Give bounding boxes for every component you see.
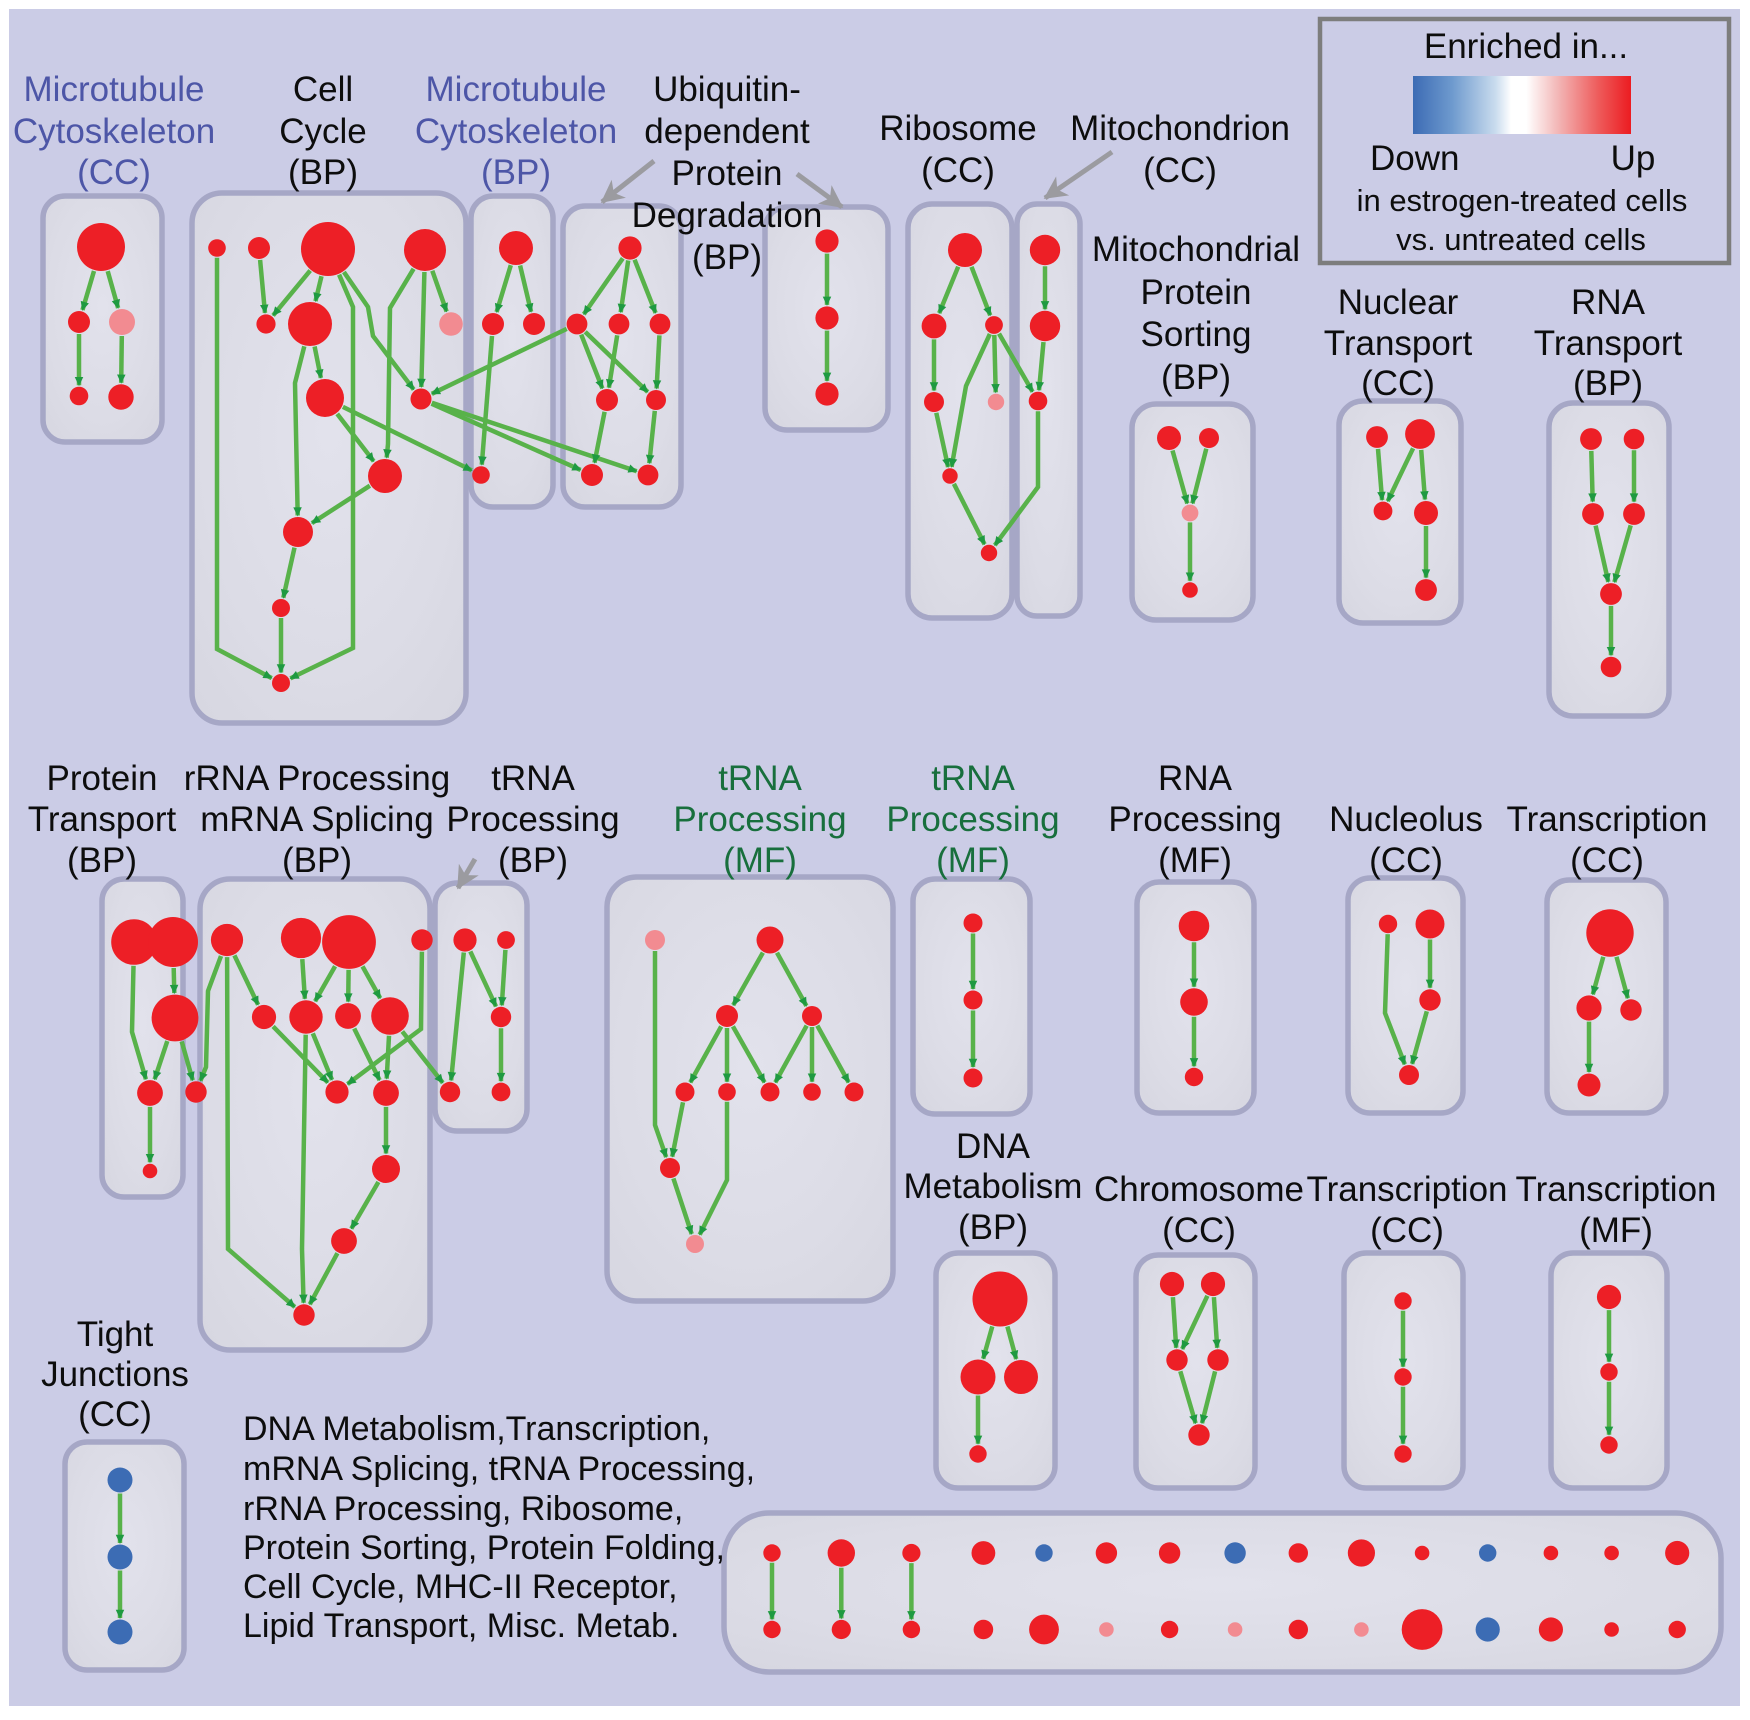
svg-text:(CC): (CC) [1162, 1211, 1236, 1250]
svg-text:(BP): (BP) [67, 841, 137, 880]
svg-text:Enriched in...: Enriched in... [1424, 27, 1628, 66]
svg-text:Transcription: Transcription [1507, 800, 1708, 839]
svg-text:(CC): (CC) [1361, 364, 1435, 403]
svg-text:Sorting: Sorting [1141, 315, 1252, 354]
svg-text:(MF): (MF) [1579, 1211, 1653, 1250]
svg-text:Protein Sorting, Protein Foldi: Protein Sorting, Protein Folding, [243, 1529, 725, 1567]
svg-text:Protein: Protein [1141, 273, 1252, 312]
svg-text:Junctions: Junctions [41, 1355, 189, 1394]
svg-text:Microtubule: Microtubule [426, 70, 607, 109]
svg-text:(CC): (CC) [1369, 841, 1443, 880]
svg-text:RNA: RNA [1571, 283, 1646, 322]
svg-text:(CC): (CC) [1570, 841, 1644, 880]
svg-text:Transport: Transport [1534, 324, 1683, 363]
svg-text:Mitochondrial: Mitochondrial [1092, 230, 1300, 269]
svg-text:Cell Cycle, MHC-II Receptor,: Cell Cycle, MHC-II Receptor, [243, 1568, 678, 1606]
svg-text:Microtubule: Microtubule [24, 70, 205, 109]
svg-text:(CC): (CC) [1143, 151, 1217, 190]
svg-text:RNA: RNA [1158, 759, 1233, 798]
svg-text:Processing: Processing [886, 800, 1059, 839]
svg-text:tRNA: tRNA [718, 759, 802, 798]
svg-text:(CC): (CC) [1370, 1211, 1444, 1250]
svg-text:Mitochondrion: Mitochondrion [1070, 109, 1290, 148]
svg-text:Ribosome: Ribosome [879, 109, 1037, 148]
svg-text:Tight: Tight [77, 1315, 154, 1354]
svg-text:Cycle: Cycle [279, 112, 367, 151]
svg-text:Protein: Protein [47, 759, 158, 798]
svg-text:tRNA: tRNA [491, 759, 575, 798]
svg-text:Cytoskeleton: Cytoskeleton [415, 112, 617, 151]
svg-text:Transport: Transport [28, 800, 177, 839]
svg-text:Ubiquitin-: Ubiquitin- [653, 70, 801, 109]
svg-text:(BP): (BP) [282, 841, 352, 880]
svg-text:rRNA Processing, Ribosome,: rRNA Processing, Ribosome, [243, 1490, 683, 1528]
svg-text:in estrogen-treated cells: in estrogen-treated cells [1357, 183, 1688, 218]
svg-text:(MF): (MF) [1158, 841, 1232, 880]
svg-text:(BP): (BP) [1161, 358, 1231, 397]
svg-text:Transcription: Transcription [1516, 1170, 1717, 1209]
svg-text:Cell: Cell [293, 70, 353, 109]
svg-text:Nuclear: Nuclear [1338, 283, 1459, 322]
svg-text:tRNA: tRNA [931, 759, 1015, 798]
svg-text:(BP): (BP) [1573, 364, 1643, 403]
svg-text:Cytoskeleton: Cytoskeleton [13, 112, 215, 151]
svg-text:Transcription: Transcription [1307, 1170, 1508, 1209]
svg-text:Degradation: Degradation [632, 196, 823, 235]
svg-text:(CC): (CC) [78, 1395, 152, 1434]
svg-text:(MF): (MF) [936, 841, 1010, 880]
svg-text:(CC): (CC) [77, 153, 151, 192]
svg-text:rRNA Processing: rRNA Processing [184, 759, 450, 798]
svg-text:Chromosome: Chromosome [1094, 1170, 1304, 1209]
svg-text:Lipid Transport, Misc. Metab.: Lipid Transport, Misc. Metab. [243, 1607, 680, 1645]
svg-text:Processing: Processing [1108, 800, 1281, 839]
svg-text:DNA: DNA [956, 1127, 1031, 1166]
svg-text:(CC): (CC) [921, 151, 995, 190]
svg-text:Protein: Protein [672, 154, 783, 193]
svg-text:mRNA Splicing, tRNA Processing: mRNA Splicing, tRNA Processing, [243, 1450, 755, 1488]
svg-text:(BP): (BP) [288, 153, 358, 192]
svg-text:(BP): (BP) [958, 1208, 1028, 1247]
svg-text:Down: Down [1370, 139, 1459, 178]
svg-text:vs. untreated cells: vs. untreated cells [1396, 222, 1646, 257]
svg-text:Nucleolus: Nucleolus [1329, 800, 1483, 839]
svg-text:(BP): (BP) [498, 841, 568, 880]
svg-text:mRNA Splicing: mRNA Splicing [200, 800, 433, 839]
svg-text:DNA Metabolism,Transcription,: DNA Metabolism,Transcription, [243, 1410, 710, 1448]
svg-text:(BP): (BP) [481, 153, 551, 192]
svg-text:Transport: Transport [1324, 324, 1473, 363]
svg-text:(BP): (BP) [692, 238, 762, 277]
svg-text:dependent: dependent [644, 112, 810, 151]
svg-text:Processing: Processing [446, 800, 619, 839]
svg-text:Up: Up [1611, 139, 1656, 178]
svg-text:(MF): (MF) [723, 841, 797, 880]
svg-text:Processing: Processing [673, 800, 846, 839]
svg-text:Metabolism: Metabolism [904, 1167, 1083, 1206]
